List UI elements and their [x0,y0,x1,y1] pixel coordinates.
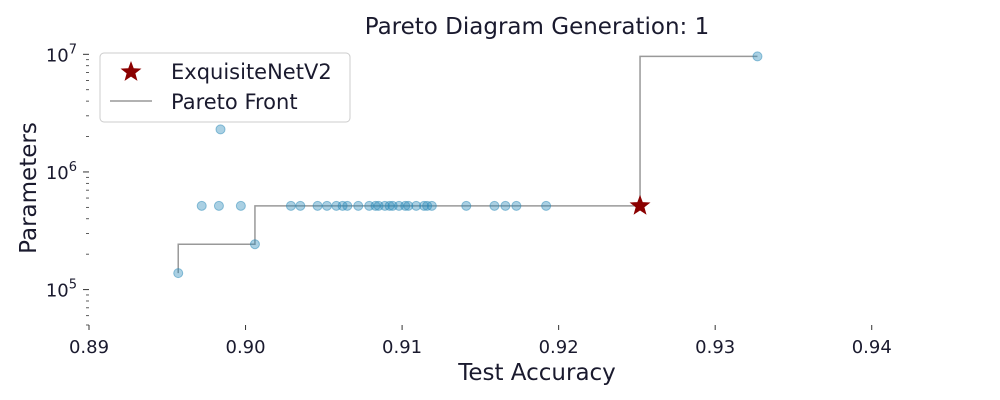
highlight-star-marker [629,194,651,215]
scatter-point [215,124,226,135]
x-tick-label: 0.89 [69,337,109,358]
scatter-point [321,200,332,211]
scatter-point [295,200,306,211]
y-axis-label: Parameters [16,122,42,254]
x-tick-label: 0.94 [852,337,892,358]
scatter-point [249,239,260,250]
scatter-point [196,200,207,211]
y-tick-label: 107 [46,42,77,66]
x-axis-label: Test Accuracy [457,360,616,386]
pareto-front-layer [177,55,758,274]
scatter-point [235,200,246,211]
x-tick-label: 0.92 [539,337,579,358]
scatter-point [342,200,353,211]
y-tick-label: 105 [46,278,77,302]
scatter-point [312,200,323,211]
pareto-front-line [177,55,758,274]
x-tick-label: 0.91 [382,337,422,358]
scatter-point [426,200,437,211]
y-tick-label: 106 [46,160,77,184]
legend: ExquisiteNetV2 Pareto Front [99,52,351,123]
x-tick-label: 0.93 [695,337,735,358]
legend-star-icon [120,61,142,81]
scatter-point [461,200,472,211]
scatter-point [489,200,500,211]
scatter-point [173,268,184,279]
highlight-layer [629,194,651,215]
legend-label-exquisitenetv2: ExquisiteNetV2 [171,60,332,84]
legend-label-pareto-front: Pareto Front [171,90,298,114]
scatter-point [419,200,430,211]
scatter-point [541,200,552,211]
legend-box [99,52,351,123]
scatter-point [411,200,422,211]
scatter-points-layer [173,51,763,279]
scatter-point [511,200,522,211]
scatter-point [285,200,296,211]
y-axis-ticks: 105 106 107 [46,42,89,326]
x-tick-label: 0.90 [226,337,266,358]
scatter-point [500,200,511,211]
scatter-point [353,200,364,211]
scatter-point [213,200,224,211]
scatter-point [403,200,414,211]
chart-title: Pareto Diagram Generation: 1 [365,14,710,40]
x-axis-ticks: 0.89 0.90 0.91 0.92 0.93 0.94 [69,325,892,358]
plot-area [173,51,763,279]
scatter-point [752,51,763,62]
scatter-point [400,200,411,211]
